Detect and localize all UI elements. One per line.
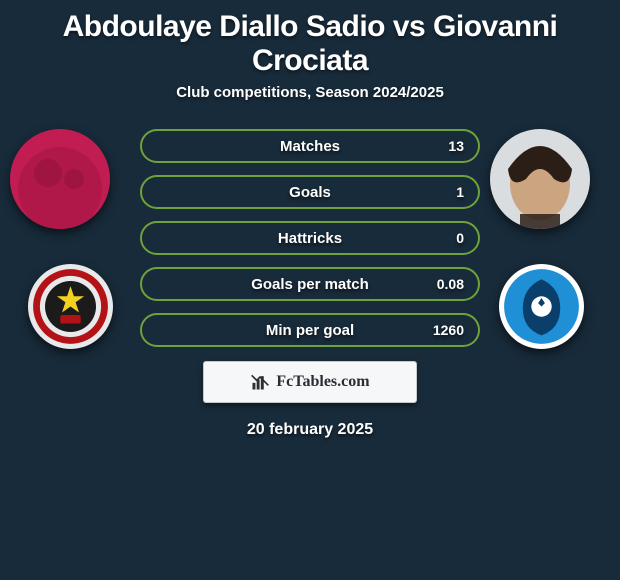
stat-value-left	[142, 269, 170, 299]
stat-value-right: 1	[442, 177, 478, 207]
stat-value-left	[142, 315, 170, 345]
page-subtitle: Club competitions, Season 2024/2025	[0, 84, 620, 101]
comparison-panel: Matches 13 Goals 1 Hattricks 0 Goals per…	[0, 129, 620, 469]
stat-label: Goals	[142, 177, 478, 207]
page-title: Abdoulaye Diallo Sadio vs Giovanni Croci…	[0, 0, 620, 84]
stat-label: Goals per match	[142, 269, 478, 299]
player-left-avatar	[10, 129, 110, 229]
stat-row: Matches 13	[140, 129, 480, 163]
stat-value-right: 0	[442, 223, 478, 253]
player-right-avatar	[490, 129, 590, 229]
stat-label: Matches	[142, 131, 478, 161]
stat-label: Hattricks	[142, 223, 478, 253]
source-label: FcTables.com	[276, 373, 369, 391]
date-label: 20 february 2025	[0, 421, 620, 439]
club-left-crest	[28, 264, 113, 349]
stat-row: Goals per match 0.08	[140, 267, 480, 301]
stat-label: Min per goal	[142, 315, 478, 345]
stat-value-right: 13	[434, 131, 478, 161]
stat-value-right: 1260	[419, 315, 478, 345]
stat-value-right: 0.08	[423, 269, 478, 299]
club-right-crest	[499, 264, 584, 349]
stat-value-left	[142, 177, 170, 207]
source-badge: FcTables.com	[203, 361, 417, 403]
stat-value-left	[142, 223, 170, 253]
stat-row: Goals 1	[140, 175, 480, 209]
stat-bars: Matches 13 Goals 1 Hattricks 0 Goals per…	[140, 129, 480, 359]
stat-row: Hattricks 0	[140, 221, 480, 255]
stat-value-left	[142, 131, 170, 161]
stat-row: Min per goal 1260	[140, 313, 480, 347]
chart-icon	[250, 372, 270, 392]
